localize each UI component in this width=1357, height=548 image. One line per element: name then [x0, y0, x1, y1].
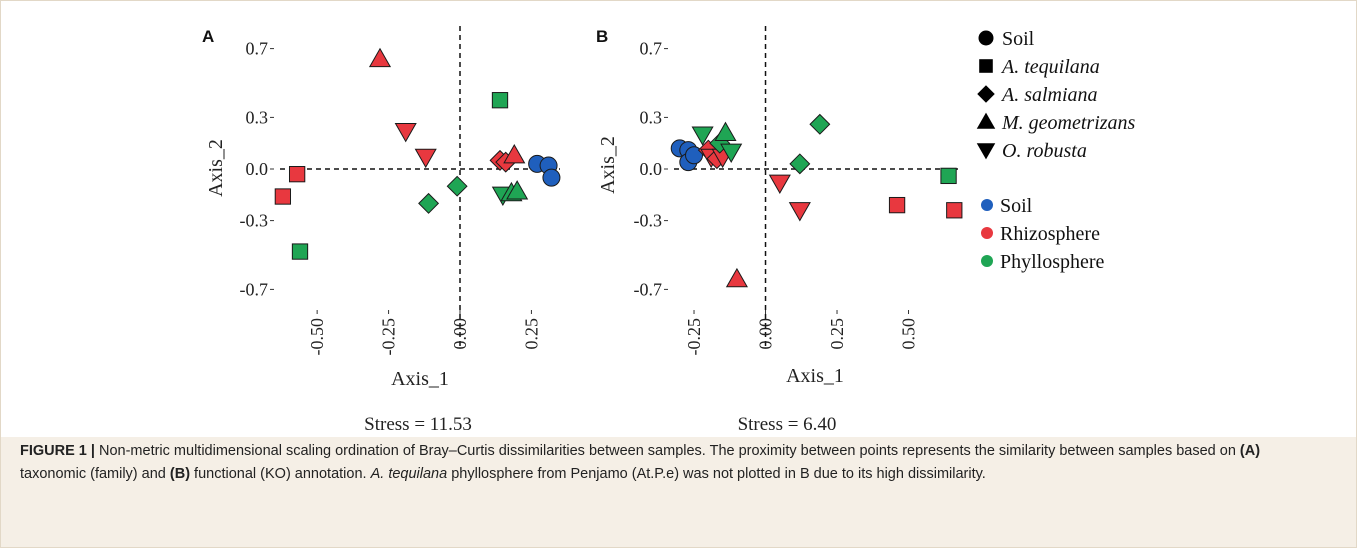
x-tick-label: 0.25: [827, 318, 847, 350]
data-point-triangle-rhizosphere: [503, 144, 526, 164]
x-axis-label: Axis_1: [391, 368, 449, 390]
data-point-circle-soil: [685, 146, 704, 165]
data-point-inverted-triangle-rhizosphere: [414, 148, 437, 169]
stress-label: Stress = 11.53: [364, 414, 472, 435]
y-tick-label: 0.0: [246, 159, 269, 179]
caption-text-4: phyllosphere from Penjamo (At.P.e) was n…: [447, 466, 986, 482]
data-point-square-phyllosphere: [940, 167, 957, 185]
scatter-panel-b: B -0.7 -0.3 0.0 0.3 0.7 -0.25 0.00 0.25 0.50 Axis_…: [596, 26, 963, 435]
legend-shape-label: O. robusta: [1002, 140, 1087, 162]
legend-shape-label: M. geometrizans: [1001, 112, 1136, 134]
data-point-triangle-rhizosphere: [368, 47, 392, 68]
data-point-diamond-phyllosphere: [809, 113, 831, 135]
data-point-square-rhizosphere: [888, 196, 906, 214]
caption-figure-label: FIGURE 1 |: [20, 443, 95, 459]
legend-shape-square-icon: [979, 59, 993, 73]
legend-shape-label: A. salmiana: [1000, 84, 1098, 106]
data-point-square-rhizosphere: [946, 202, 963, 219]
x-tick-label: -0.25: [379, 318, 399, 356]
legend-shape-label: A. tequilana: [1000, 56, 1100, 78]
legend-shape-diamond-icon: [977, 85, 995, 103]
y-tick-label: 0.3: [640, 107, 663, 127]
data-point-diamond-phyllosphere: [418, 192, 440, 214]
caption-bold-a: (A): [1239, 443, 1261, 459]
y-axis-label: Axis_2: [205, 139, 227, 197]
legend-color-label: Rhizosphere: [1000, 223, 1100, 245]
legend-shape-label: Soil: [1002, 28, 1035, 50]
y-tick-label: -0.7: [634, 279, 663, 299]
figure-caption: FIGURE 1 | Non-metric multidimensional s…: [20, 440, 1330, 486]
caption-italic-species: A. tequilana: [370, 466, 448, 482]
data-point-triangle-rhizosphere: [725, 267, 748, 288]
caption-bold-b: (B): [169, 466, 191, 482]
y-tick-label: 0.3: [246, 107, 269, 127]
y-axis-label: Axis_2: [597, 136, 619, 194]
x-tick-label: 0.25: [521, 318, 541, 350]
data-point-inverted-triangle-phyllosphere: [720, 143, 743, 164]
legend-shape-circle-icon: [978, 30, 994, 46]
legend-color-dot-icon: [981, 255, 993, 267]
data-point-circle-soil: [542, 168, 561, 187]
legend-shape-triangle-icon: [976, 112, 996, 129]
y-tick-label: -0.3: [634, 211, 663, 231]
caption-background: [1, 437, 1356, 547]
x-tick-label: 0.50: [899, 318, 919, 350]
data-point-square-rhizosphere: [274, 188, 292, 205]
legend-shape-inverted-triangle-icon: [976, 143, 996, 160]
data-point-diamond-phyllosphere: [446, 175, 468, 197]
legend-color-label: Soil: [1000, 195, 1033, 217]
caption-text-2: taxonomic (family) and: [20, 466, 170, 482]
data-point-triangle-phyllosphere: [714, 121, 737, 142]
legend-color-dot-icon: [981, 227, 993, 239]
x-tick-label: -0.50: [307, 318, 327, 356]
data-point-triangle-phyllosphere: [506, 180, 529, 200]
data-point-inverted-triangle-rhizosphere: [768, 174, 791, 194]
panel-label: A: [202, 27, 214, 46]
panel-label: B: [596, 27, 608, 46]
x-axis-label: Axis_1: [786, 365, 844, 387]
y-tick-label: 0.7: [640, 39, 663, 59]
y-tick-label: -0.7: [240, 279, 269, 299]
data-point-square-phyllosphere: [491, 92, 509, 109]
x-tick-label: -0.25: [684, 318, 704, 356]
data-point-diamond-phyllosphere: [789, 153, 811, 175]
x-tick-label: 0.00: [450, 318, 470, 350]
data-point-inverted-triangle-phyllosphere: [691, 126, 714, 146]
legend-color-label: Phyllosphere: [1000, 251, 1105, 273]
data-point-square-rhizosphere: [288, 166, 306, 183]
x-tick-label: 0.00: [756, 318, 776, 350]
y-tick-label: 0.7: [246, 39, 269, 59]
y-tick-label: 0.0: [640, 159, 663, 179]
y-tick-label: -0.3: [240, 211, 269, 231]
stress-label: Stress = 6.40: [738, 414, 837, 435]
data-point-inverted-triangle-rhizosphere: [394, 123, 417, 143]
data-point-inverted-triangle-rhizosphere: [788, 202, 811, 222]
scatter-panel-a: A -0.7 -0.3 0.0 0.3 0.7 -0.50 -0.25 0.00 0.25 Axis…: [202, 26, 561, 435]
data-point-square-phyllosphere: [291, 243, 309, 260]
caption-text-3: functional (KO) annotation.: [190, 466, 371, 482]
caption-text-1: Non-metric multidimensional scaling ordi…: [94, 443, 1240, 459]
legend-color-dot-icon: [981, 199, 993, 211]
legend: Soil A. tequilana A. salmiana M. geometriza…: [976, 28, 1136, 273]
